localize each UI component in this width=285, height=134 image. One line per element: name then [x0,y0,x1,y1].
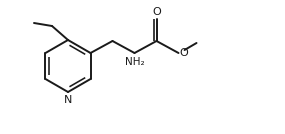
Text: O: O [152,7,161,17]
Text: N: N [64,95,72,105]
Text: O: O [180,48,188,58]
Text: NH₂: NH₂ [125,57,144,67]
